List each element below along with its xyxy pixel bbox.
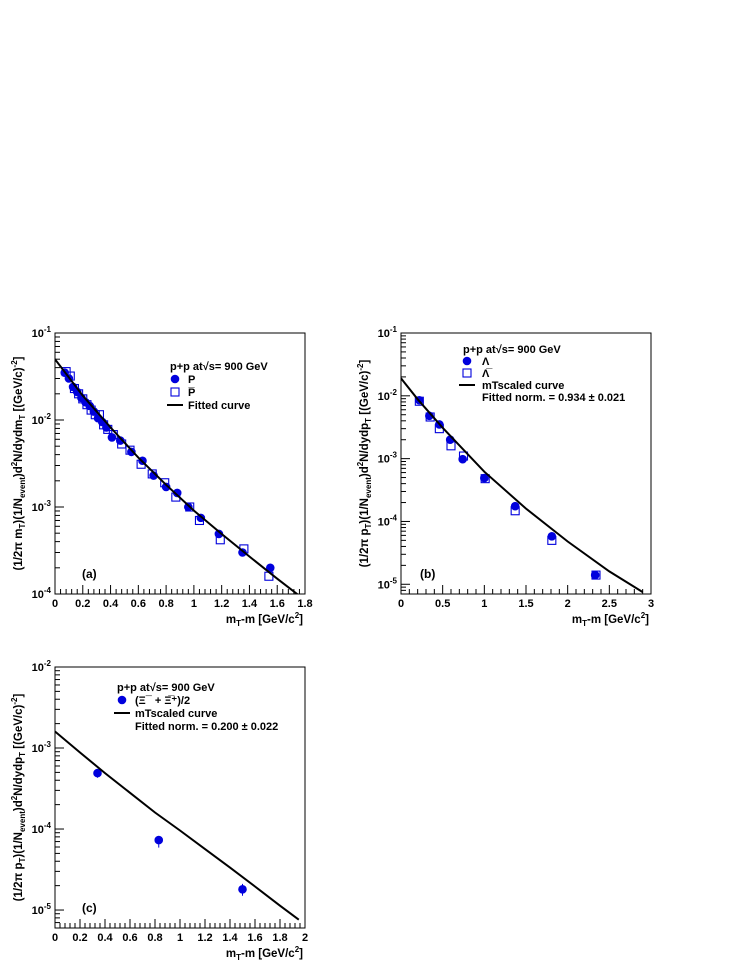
legend-label: mTscaled curve xyxy=(135,708,217,720)
panel-label: (b) xyxy=(420,567,435,581)
data-point-circle xyxy=(510,501,520,511)
y-tick-label: 10-3 xyxy=(378,451,398,466)
y-axis-title: (1/2π pT)(1/Nevent)d2N/dydpT [(GeV/c)-2] xyxy=(10,694,27,902)
x-tick-label: 1 xyxy=(177,932,183,944)
legend-label: Fitted curve xyxy=(188,400,250,412)
x-tick-label: 0.8 xyxy=(158,598,173,610)
legend-marker xyxy=(170,387,180,397)
legend-marker xyxy=(462,356,472,366)
x-tick-label: 1.8 xyxy=(297,598,312,610)
x-axis-title: mT-m [GeV/c2] xyxy=(226,611,303,628)
x-tick-label: 1.8 xyxy=(272,932,287,944)
data-point-square xyxy=(125,445,135,455)
x-tick-label: 1.4 xyxy=(222,932,238,944)
y-tick-label: 10-3 xyxy=(32,740,52,755)
legend-label: Fitted norm. = 0.200 ± 0.022 xyxy=(135,721,278,733)
legend-header: p+p at√s= 900 GeV xyxy=(463,344,561,356)
x-tick-label: 0.4 xyxy=(97,932,113,944)
legend-label: P xyxy=(188,374,195,386)
data-point-square xyxy=(185,502,195,512)
data-point-square xyxy=(94,410,104,420)
y-axis-title: (1/2π pT)(1/Nevent)d2N/dydpT [(GeV/c)-2] xyxy=(356,360,373,568)
x-tick-label: 1 xyxy=(481,598,487,610)
legend-marker xyxy=(170,374,180,384)
panel-label: (a) xyxy=(82,567,97,581)
y-tick-label: 10-2 xyxy=(378,388,398,403)
fit-curve-line xyxy=(55,358,299,594)
x-tick-label: 0 xyxy=(52,598,58,610)
x-tick-label: 2 xyxy=(302,932,308,944)
panel-a: 0 0.2 0.4 0.6 0.8 1 1.2 1.4 1.6 1.8 10-4 10-3 10-2 10… xyxy=(10,325,313,628)
data-point-circle xyxy=(238,885,247,894)
data-point-square xyxy=(591,570,601,580)
x-tick-label: 1.5 xyxy=(518,598,533,610)
legend-marker xyxy=(462,368,472,378)
x-tick-label: 1.2 xyxy=(197,932,212,944)
x-axis-title: mT-m [GeV/c2] xyxy=(226,945,303,962)
x-tick-label: 1 xyxy=(191,598,197,610)
data-point-square xyxy=(547,535,557,545)
fit-curve-line xyxy=(55,730,300,921)
y-tick-label: 10-3 xyxy=(32,499,52,514)
data-point-circle xyxy=(154,835,164,845)
y-tick-label: 10-5 xyxy=(32,902,52,917)
x-tick-label: 0.2 xyxy=(72,932,87,944)
legend-label: Fitted norm. = 0.934 ± 0.021 xyxy=(482,392,625,404)
x-tick-label: 1.6 xyxy=(247,932,262,944)
plot-frame xyxy=(54,332,306,595)
x-axis-title: mT-m [GeV/c2] xyxy=(572,611,649,628)
panel-b: 0 0.5 1 1.5 2 2.5 3 10-5 10-4 10-3 10-2 10-1 mT-m [G… xyxy=(356,325,654,628)
y-tick-label: 10-4 xyxy=(378,513,398,528)
y-tick-label: 10-1 xyxy=(378,325,398,340)
data-point-circle xyxy=(265,563,275,573)
y-tick-label: 10-2 xyxy=(32,412,52,427)
x-tick-label: 0 xyxy=(52,932,58,944)
x-tick-label: 1.6 xyxy=(270,598,285,610)
plot-frame xyxy=(400,332,652,595)
legend-label: P̅ xyxy=(188,387,196,399)
x-tick-label: 0.6 xyxy=(131,598,146,610)
x-tick-label: 1.4 xyxy=(242,598,258,610)
data-point-square xyxy=(480,474,490,484)
y-axis-title: (1/2π mT)(1/Nevent)d2N/dydmT [(GeV/c)-2] xyxy=(10,356,27,570)
legend-marker xyxy=(117,695,127,705)
x-tick-label: 2.5 xyxy=(602,598,617,610)
y-tick-label: 10-5 xyxy=(378,576,398,591)
legend-label: (Ξ¯ + Ξ̅⁺)/2 xyxy=(135,695,190,707)
x-tick-label: 0.6 xyxy=(122,932,137,944)
legend-label: Λ xyxy=(482,356,490,368)
x-tick-label: 2 xyxy=(565,598,571,610)
panel-c: 0 0.2 0.4 0.6 0.8 1 1.2 1.4 1.6 1.8 2 10-5 10-4 10-3 1… xyxy=(10,659,308,962)
data-point-square xyxy=(510,506,520,516)
x-tick-label: 0 xyxy=(398,598,404,610)
x-tick-label: 0.4 xyxy=(103,598,119,610)
legend-header: p+p at√s= 900 GeV xyxy=(117,682,215,694)
y-tick-label: 10-1 xyxy=(32,325,52,340)
panel-label: (c) xyxy=(82,901,97,915)
data-point-square xyxy=(446,441,456,451)
x-tick-label: 0.5 xyxy=(435,598,450,610)
fit-curve-line xyxy=(401,377,644,593)
legend-header: p+p at√s= 900 GeV xyxy=(170,361,268,373)
x-tick-label: 3 xyxy=(648,598,654,610)
y-tick-label: 10-2 xyxy=(32,659,52,674)
x-tick-label: 0.2 xyxy=(75,598,90,610)
x-tick-label: 1.2 xyxy=(214,598,229,610)
legend-label: Λ̅ xyxy=(482,368,493,380)
y-tick-label: 10-4 xyxy=(32,586,52,601)
data-point-square xyxy=(458,451,469,461)
data-point-circle xyxy=(93,768,102,778)
data-point-square xyxy=(215,535,225,545)
data-point-square xyxy=(414,396,424,406)
y-tick-label: 10-4 xyxy=(32,821,52,836)
data-point-circle xyxy=(458,454,467,464)
legend-label: mTscaled curve xyxy=(482,380,564,392)
x-tick-label: 0.8 xyxy=(147,932,162,944)
data-point-square xyxy=(160,478,170,488)
